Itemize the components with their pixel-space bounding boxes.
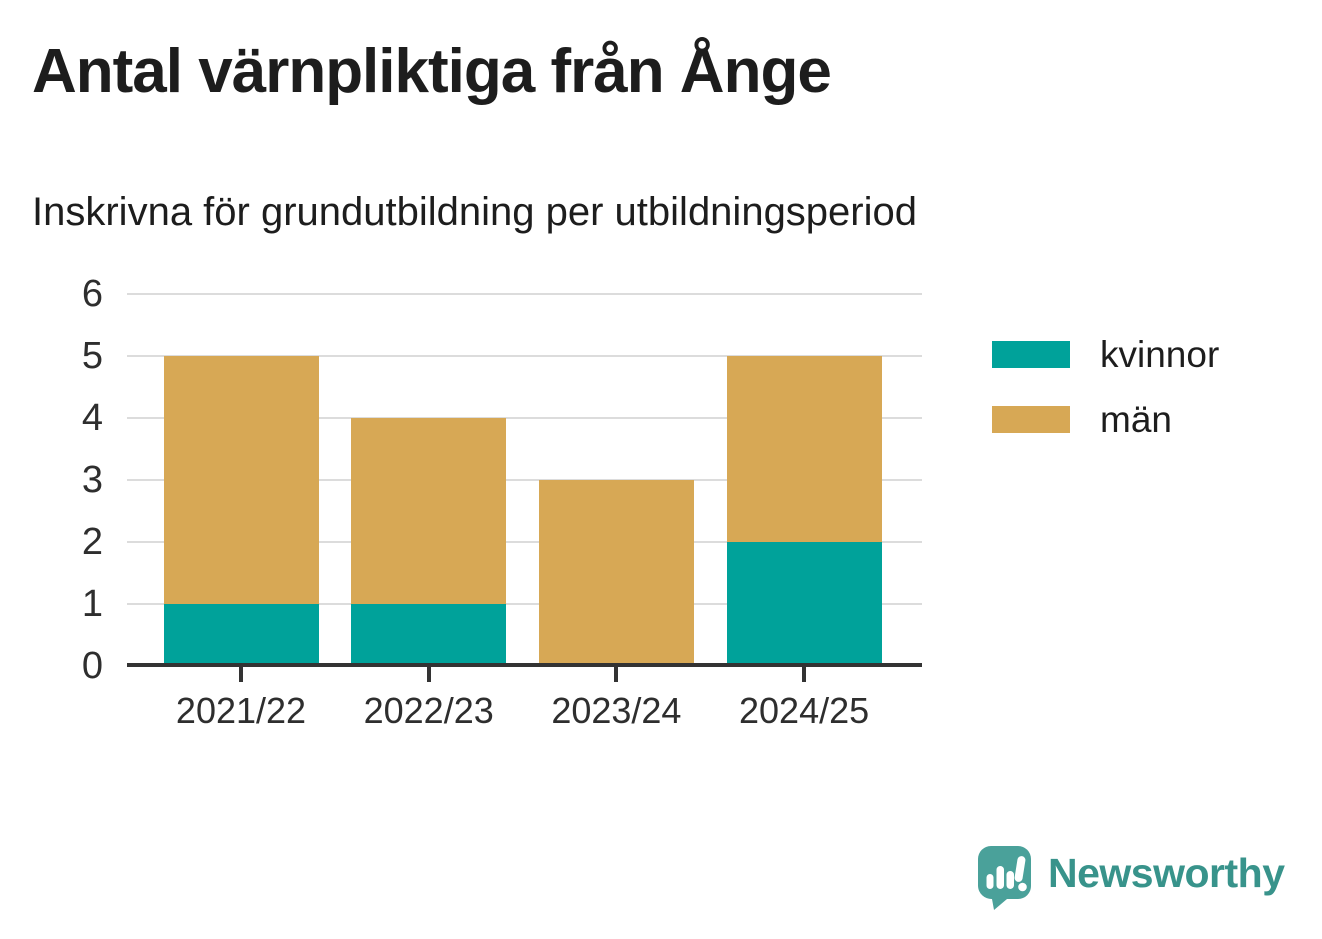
gridline-y4 (127, 417, 922, 419)
x-axis-tick-label: 2022/23 (363, 690, 494, 731)
legend-item-kvinnor: kvinnor (992, 336, 1219, 373)
bar-segment-kvinnor-2021/22 (163, 604, 319, 666)
bar-segment-män-2021/22 (163, 356, 319, 604)
x-axis-tick-label: 2021/22 (175, 690, 307, 731)
y-axis-tick-label: 4 (81, 397, 103, 439)
bar-segment-män-2023/24 (538, 480, 694, 666)
legend-swatch-män (992, 406, 1070, 433)
legend-item-män: män (992, 401, 1219, 438)
bar-segment-kvinnor-2024/25 (726, 542, 882, 666)
bar-segment-kvinnor-2022/23 (351, 604, 507, 666)
x-axis-tick-label: 2024/25 (739, 690, 870, 731)
y-axis-tick-label: 3 (81, 459, 103, 501)
gridline-y3 (127, 479, 922, 481)
bar-segment-män-2022/23 (351, 418, 507, 604)
chart-title: Antal värnpliktiga från Ånge (32, 37, 832, 106)
y-axis-tick-label: 5 (81, 335, 103, 377)
x-axis-tick (802, 667, 807, 682)
gridline-y1 (127, 603, 922, 605)
y-axis-tick-label: 6 (81, 273, 103, 315)
legend: kvinnor män (992, 336, 1219, 466)
gridline-y5 (127, 355, 922, 357)
x-axis-tick (614, 667, 619, 682)
x-axis-tick-label: 2023/24 (551, 690, 682, 731)
x-axis-line (127, 663, 922, 667)
y-axis-tick-label: 1 (81, 583, 103, 625)
legend-label-män: män (1100, 399, 1172, 440)
gridline-y2 (127, 541, 922, 543)
newsworthy-logo-text: Newsworthy (1048, 849, 1285, 896)
y-axis-tick-label: 2 (81, 521, 103, 563)
x-axis-tick (239, 667, 243, 682)
x-axis-tick (426, 667, 431, 682)
newsworthy-logo-icon (978, 846, 1031, 910)
legend-label-kvinnor: kvinnor (1100, 334, 1220, 375)
bar-segment-män-2024/25 (726, 356, 882, 542)
y-axis-tick-label: 0 (81, 645, 103, 687)
gridline-y6 (127, 293, 922, 295)
chart-subtitle: Inskrivna för grundutbildning per utbild… (32, 190, 917, 234)
branding-footer: Newsworthy (977, 843, 1285, 911)
legend-swatch-kvinnor (992, 341, 1070, 368)
